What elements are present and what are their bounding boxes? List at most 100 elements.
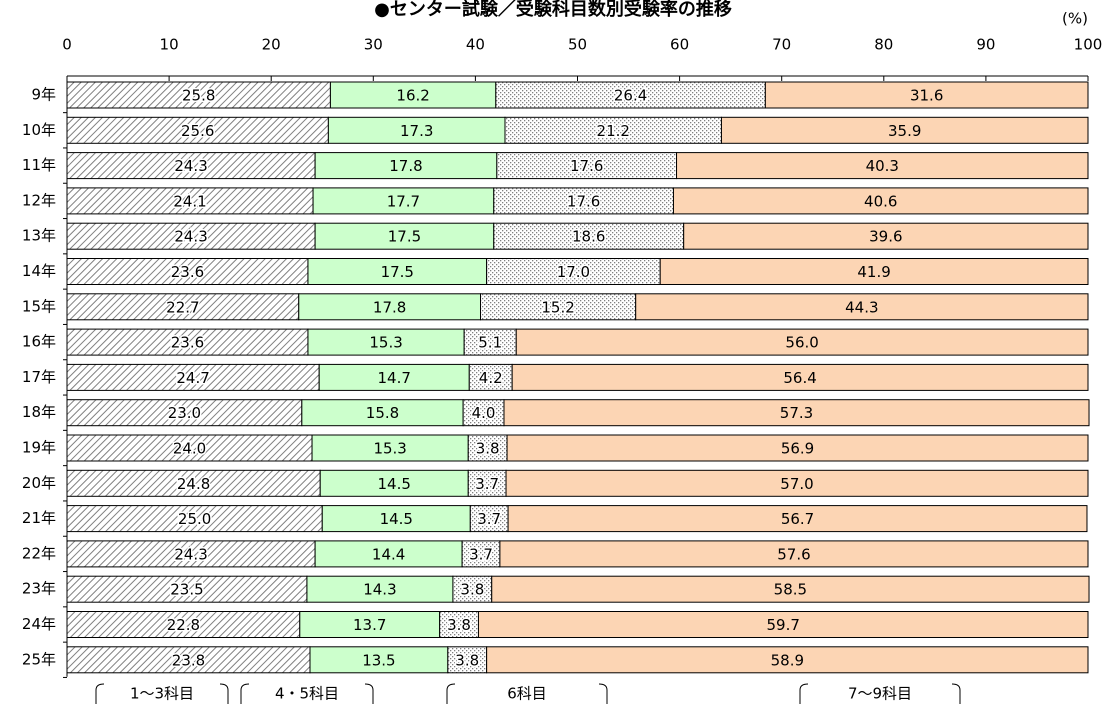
value-label: 24.0: [173, 440, 206, 458]
value-label: 14.7: [378, 369, 411, 387]
bar-segment: [477, 611, 1089, 638]
value-label: 15.3: [373, 440, 406, 458]
bar-segment: [493, 222, 685, 250]
value-label: 3.7: [477, 510, 501, 528]
legend-bracket: [95, 683, 229, 704]
bar-segment: [66, 611, 301, 638]
y-tick-label: 22年: [22, 544, 56, 562]
value-label: 56.9: [781, 440, 814, 458]
value-label: 4.0: [472, 404, 496, 422]
bar-segment: [66, 646, 311, 674]
bar-segment: [306, 575, 454, 603]
bar-segment: [764, 81, 1089, 109]
y-tick-label: 21年: [22, 509, 56, 527]
value-label: 57.0: [780, 475, 813, 493]
value-label: 58.9: [771, 651, 804, 669]
bar-segment: [511, 363, 1089, 391]
value-label: 22.8: [167, 616, 200, 634]
legend-label: 7～9科目: [848, 685, 912, 703]
value-label: 3.7: [475, 475, 499, 493]
value-label: 3.8: [476, 440, 500, 458]
bar-segment: [467, 469, 507, 497]
bar-segment: [493, 187, 674, 215]
value-label: 24.7: [176, 369, 209, 387]
value-label: 41.9: [857, 263, 890, 281]
bar-segment: [66, 399, 303, 427]
bar-segment: [307, 328, 465, 356]
bar-segment: [301, 399, 464, 427]
bar-segment: [66, 328, 309, 356]
bar-segment: [314, 222, 495, 250]
bar-segment: [480, 293, 637, 321]
y-tick-label: 13年: [22, 227, 56, 245]
value-label: 56.4: [783, 369, 816, 387]
value-label: 25.8: [182, 87, 215, 105]
value-label: 17.5: [381, 263, 414, 281]
x-tick-label: 10: [160, 36, 179, 54]
unit-label: (%): [1062, 10, 1088, 28]
value-label: 13.7: [353, 616, 386, 634]
value-label: 31.6: [910, 87, 943, 105]
value-label: 15.2: [541, 298, 574, 316]
value-label: 17.8: [389, 157, 422, 175]
bar-segment: [66, 575, 308, 603]
y-tick-label: 9年: [31, 86, 56, 104]
y-tick-label: 18年: [22, 403, 56, 421]
bar-segment: [314, 152, 498, 180]
x-tick-label: 70: [772, 36, 791, 54]
legend-label: 1～3科目: [130, 685, 194, 703]
value-label: 23.0: [168, 404, 201, 422]
value-label: 14.3: [363, 581, 396, 599]
legend-bracket: [799, 683, 961, 704]
value-label: 17.8: [373, 298, 406, 316]
value-label: 57.6: [777, 545, 810, 563]
value-label: 17.0: [557, 263, 590, 281]
value-label: 58.5: [774, 581, 807, 599]
value-label: 15.8: [366, 404, 399, 422]
bar-segment: [327, 116, 506, 144]
bar-segment: [683, 222, 1089, 250]
bar-segment: [720, 116, 1089, 144]
bar-segment: [66, 258, 309, 285]
bar-segment: [676, 152, 1089, 180]
legend-label: 6科目: [507, 685, 547, 703]
bar-segment: [66, 434, 313, 462]
bar-segment: [467, 434, 508, 462]
y-tick-label: 24年: [22, 615, 56, 633]
value-label: 3.8: [455, 651, 479, 669]
x-tick-label: 0: [62, 36, 72, 54]
bar-segment: [635, 293, 1089, 321]
value-label: 3.8: [447, 616, 471, 634]
bar-segment: [486, 646, 1089, 674]
y-tick-label: 11年: [22, 156, 56, 174]
x-tick-label: 30: [364, 36, 383, 54]
value-label: 35.9: [888, 122, 921, 140]
value-label: 40.6: [864, 192, 897, 210]
value-label: 3.7: [469, 545, 493, 563]
value-label: 39.6: [869, 228, 902, 246]
value-label: 15.3: [369, 334, 402, 352]
bar-segment: [299, 611, 441, 638]
bar-segment: [491, 575, 1090, 603]
bar-segment: [462, 399, 505, 427]
value-label: 24.3: [174, 545, 207, 563]
value-label: 14.5: [380, 510, 413, 528]
x-tick-label: 80: [874, 36, 893, 54]
bar-segment: [298, 293, 482, 321]
bar-segment: [66, 152, 316, 180]
value-label: 59.7: [767, 616, 800, 634]
x-tick-label: 60: [670, 36, 689, 54]
value-label: 14.5: [378, 475, 411, 493]
bar-segment: [318, 363, 470, 391]
y-tick-label: 12年: [22, 191, 56, 209]
bar-segment: [439, 611, 479, 638]
y-tick-label: 14年: [22, 262, 56, 280]
value-label: 24.3: [174, 157, 207, 175]
legend-label: 4・5科目: [275, 685, 339, 703]
value-label: 44.3: [845, 298, 878, 316]
value-label: 25.6: [181, 122, 214, 140]
bar-segment: [505, 469, 1089, 497]
legend-bracket: [240, 683, 374, 704]
legend-bracket: [446, 683, 608, 704]
